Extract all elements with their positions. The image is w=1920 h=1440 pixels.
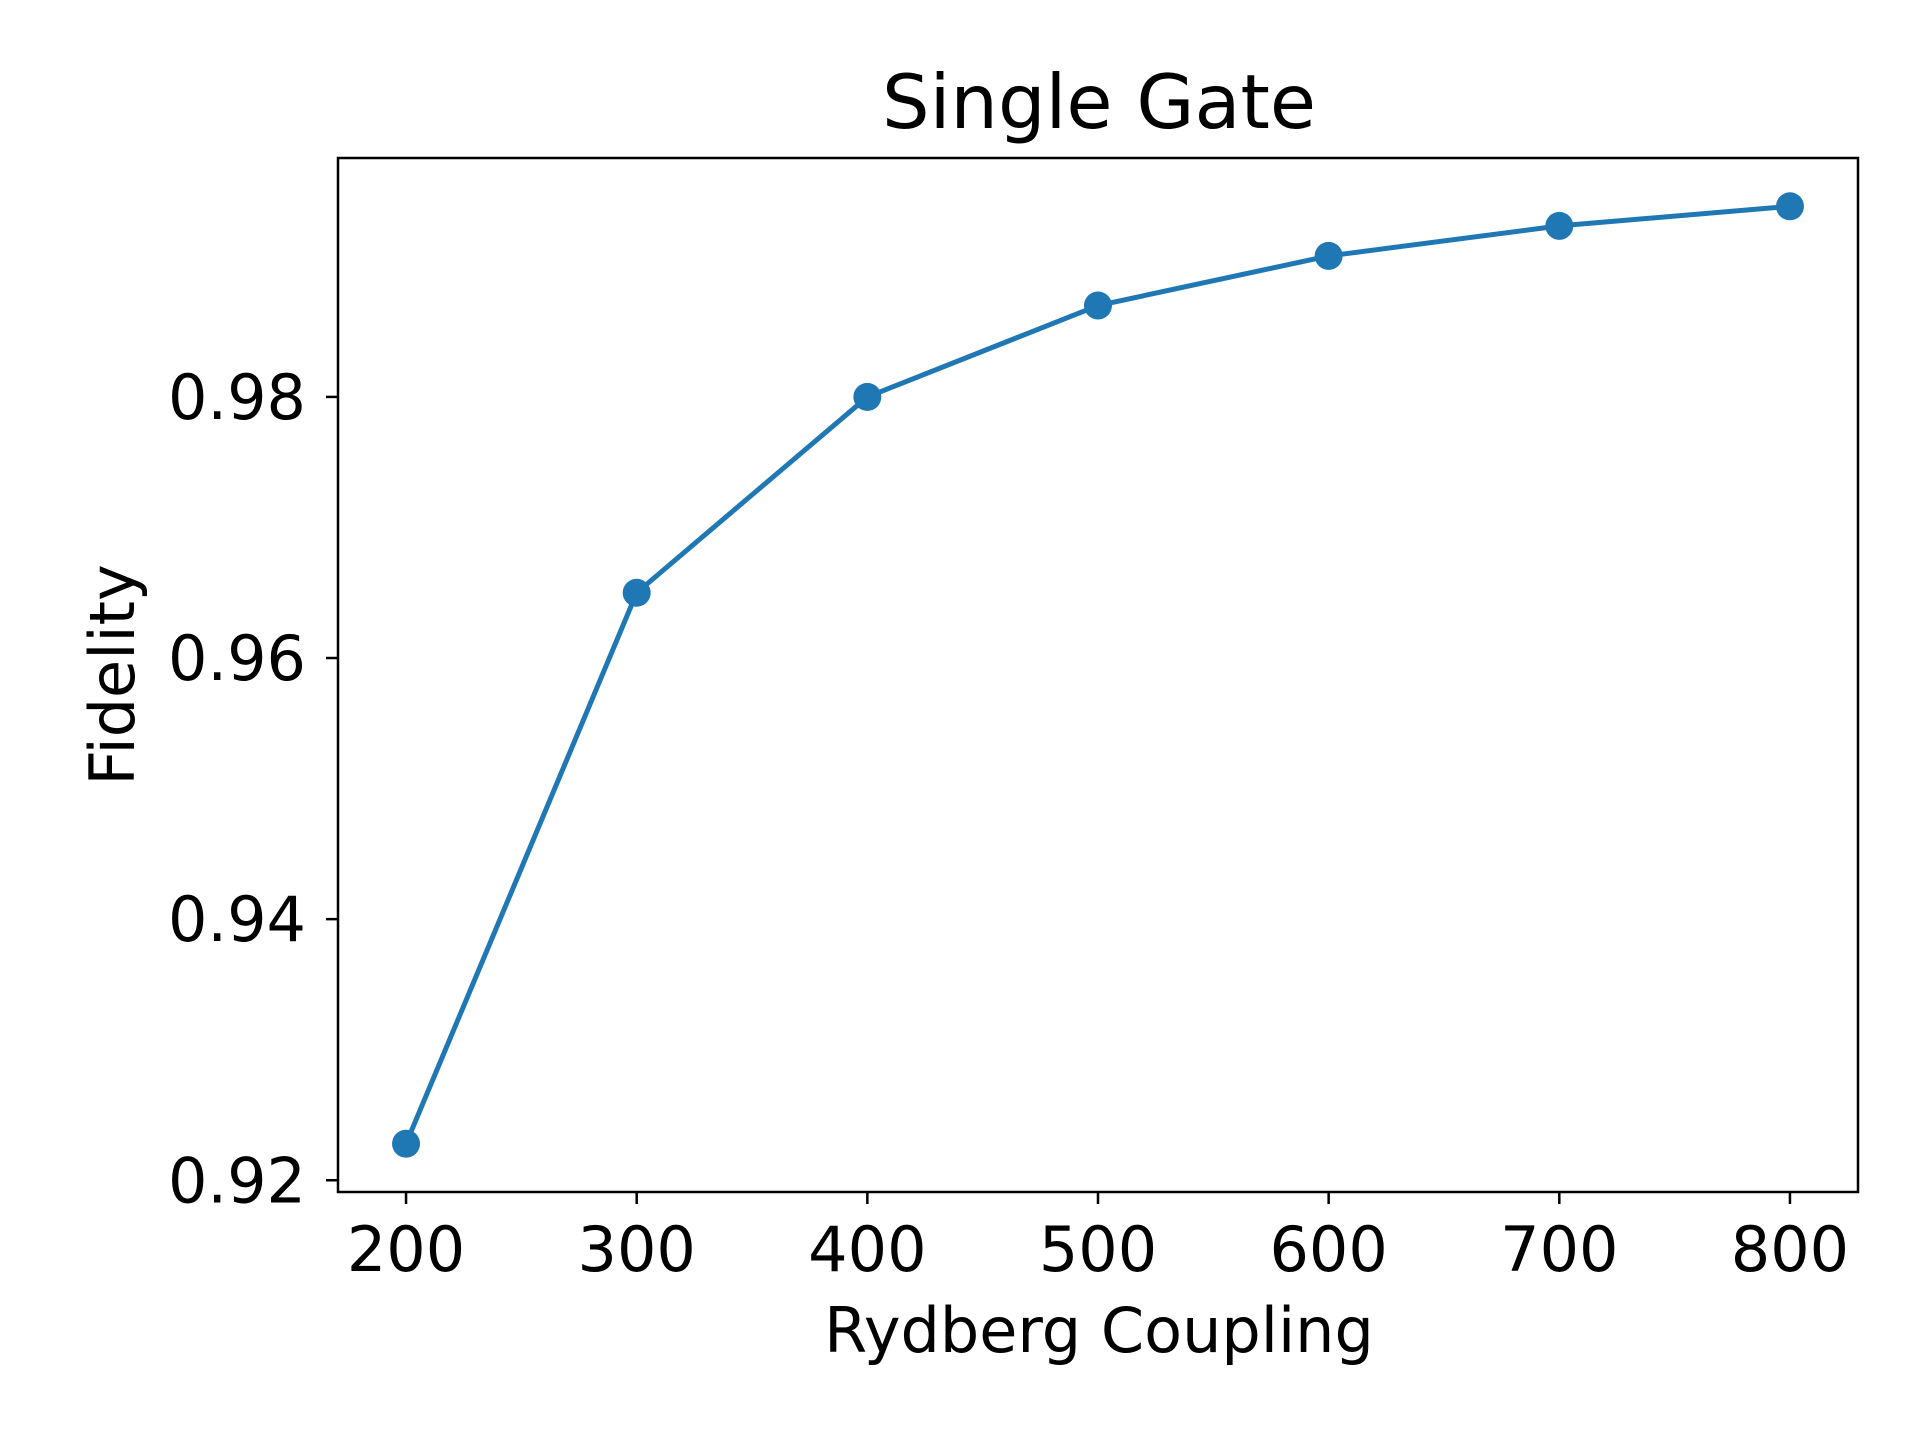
data-point-400	[853, 382, 882, 411]
x-axis: 200 300 400 500 600 700 800	[347, 1192, 1849, 1286]
data-point-600	[1314, 241, 1343, 270]
y-axis: 0.92 0.94 0.96 0.98	[168, 361, 338, 1217]
x-tick-label-200: 200	[347, 1213, 465, 1286]
x-tick-label-800: 800	[1731, 1213, 1849, 1286]
data-point-700	[1545, 211, 1574, 240]
data-point-800	[1775, 192, 1804, 221]
plot-area	[392, 192, 1804, 1158]
x-tick-label-600: 600	[1269, 1213, 1387, 1286]
y-tick-label-0.96: 0.96	[168, 622, 306, 695]
data-point-500	[1084, 291, 1112, 320]
y-tick-label-0.92: 0.92	[168, 1144, 306, 1217]
plot-frame	[336, 156, 1860, 1194]
data-point-200	[392, 1129, 421, 1158]
y-tick-label-0.98: 0.98	[168, 361, 306, 434]
x-tick-label-500: 500	[1039, 1213, 1157, 1286]
y-axis-label: Fidelity	[76, 564, 149, 785]
chart-title: Single Gate	[882, 58, 1316, 146]
x-axis-label: Rydberg Coupling	[824, 1294, 1374, 1367]
x-tick-label-400: 400	[808, 1213, 926, 1286]
x-tick-label-300: 300	[578, 1213, 696, 1286]
x-tick-label-700: 700	[1500, 1213, 1618, 1286]
data-point-300	[622, 578, 651, 607]
y-tick-label-0.94: 0.94	[168, 883, 306, 956]
